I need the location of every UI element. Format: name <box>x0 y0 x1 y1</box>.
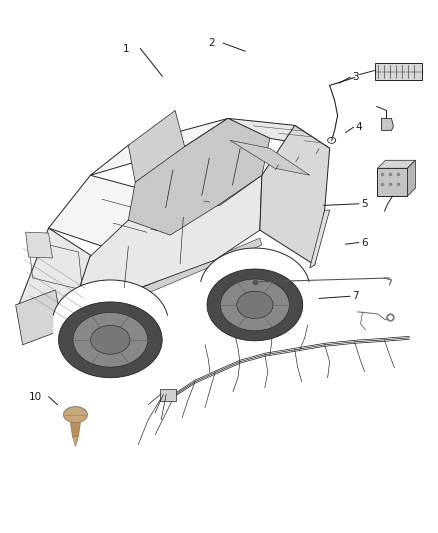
Polygon shape <box>182 118 270 168</box>
Polygon shape <box>73 312 148 367</box>
Text: 4: 4 <box>356 122 362 132</box>
Polygon shape <box>378 160 415 168</box>
Polygon shape <box>60 175 262 315</box>
Polygon shape <box>160 389 176 401</box>
Polygon shape <box>207 269 303 341</box>
Polygon shape <box>66 238 262 328</box>
Polygon shape <box>381 118 393 131</box>
Polygon shape <box>310 210 330 268</box>
Polygon shape <box>128 110 185 182</box>
Polygon shape <box>59 302 162 378</box>
Text: 3: 3 <box>352 72 359 82</box>
Polygon shape <box>53 280 167 384</box>
Polygon shape <box>72 437 78 447</box>
Text: 7: 7 <box>352 291 359 301</box>
Polygon shape <box>228 118 330 148</box>
Text: 6: 6 <box>361 238 367 247</box>
Polygon shape <box>49 175 175 255</box>
Text: 2: 2 <box>208 38 215 48</box>
Polygon shape <box>374 62 422 80</box>
Polygon shape <box>71 423 81 437</box>
Polygon shape <box>237 291 273 319</box>
Polygon shape <box>64 407 88 423</box>
Text: 10: 10 <box>29 392 42 402</box>
Polygon shape <box>91 326 130 354</box>
Polygon shape <box>201 248 309 348</box>
Polygon shape <box>378 168 407 196</box>
Polygon shape <box>407 160 415 196</box>
Polygon shape <box>16 290 63 345</box>
Polygon shape <box>260 125 330 265</box>
Polygon shape <box>19 228 90 330</box>
Text: 1: 1 <box>123 44 130 53</box>
Polygon shape <box>220 279 290 331</box>
Text: 5: 5 <box>361 199 367 209</box>
Polygon shape <box>128 118 270 235</box>
Polygon shape <box>25 232 53 258</box>
Polygon shape <box>230 140 310 175</box>
Polygon shape <box>90 118 228 175</box>
